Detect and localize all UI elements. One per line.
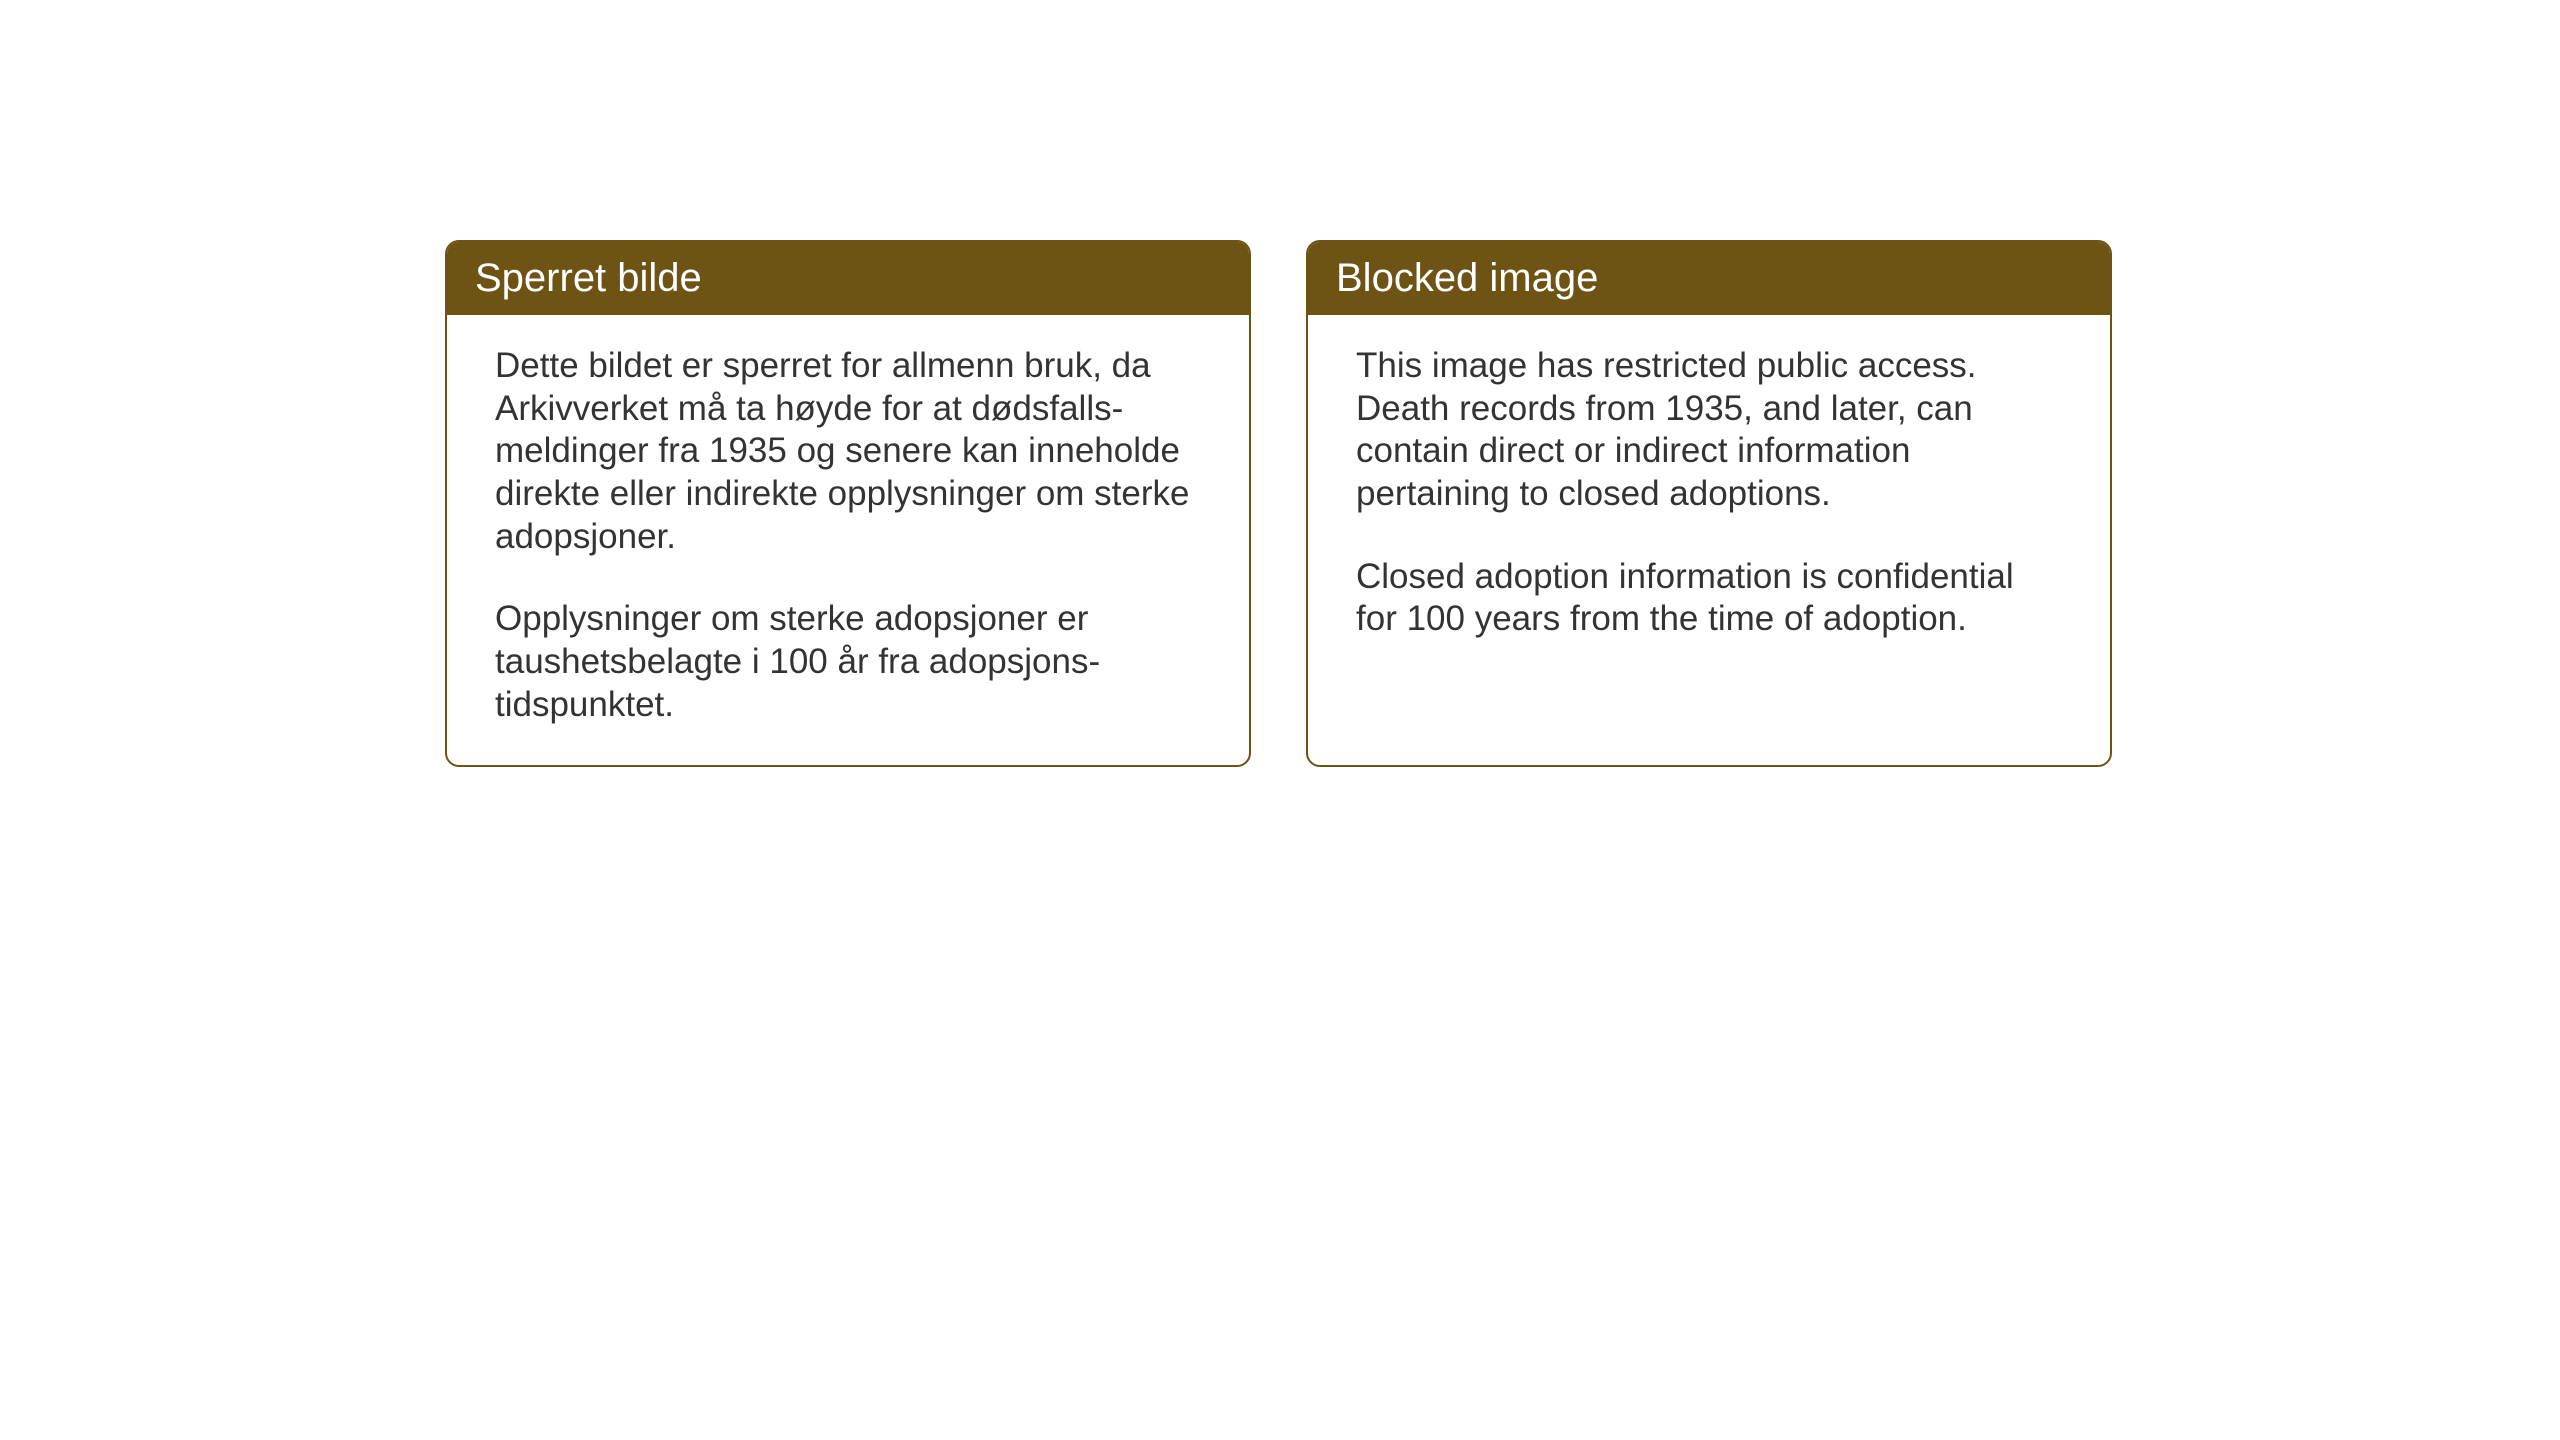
card-paragraph: Closed adoption information is confident… xyxy=(1356,556,2062,641)
card-paragraph: Opplysninger om sterke adopsjoner er tau… xyxy=(495,598,1201,726)
card-paragraph: Dette bildet er sperret for allmenn bruk… xyxy=(495,345,1201,558)
card-title: Blocked image xyxy=(1336,256,1598,300)
card-body-english: This image has restricted public access.… xyxy=(1308,315,2110,679)
card-body-norwegian: Dette bildet er sperret for allmenn bruk… xyxy=(447,315,1249,765)
notice-container: Sperret bilde Dette bildet er sperret fo… xyxy=(445,240,2112,767)
card-paragraph: This image has restricted public access.… xyxy=(1356,345,2062,516)
card-header-norwegian: Sperret bilde xyxy=(447,242,1249,315)
notice-card-english: Blocked image This image has restricted … xyxy=(1306,240,2112,767)
card-header-english: Blocked image xyxy=(1308,242,2110,315)
card-title: Sperret bilde xyxy=(475,256,702,300)
notice-card-norwegian: Sperret bilde Dette bildet er sperret fo… xyxy=(445,240,1251,767)
